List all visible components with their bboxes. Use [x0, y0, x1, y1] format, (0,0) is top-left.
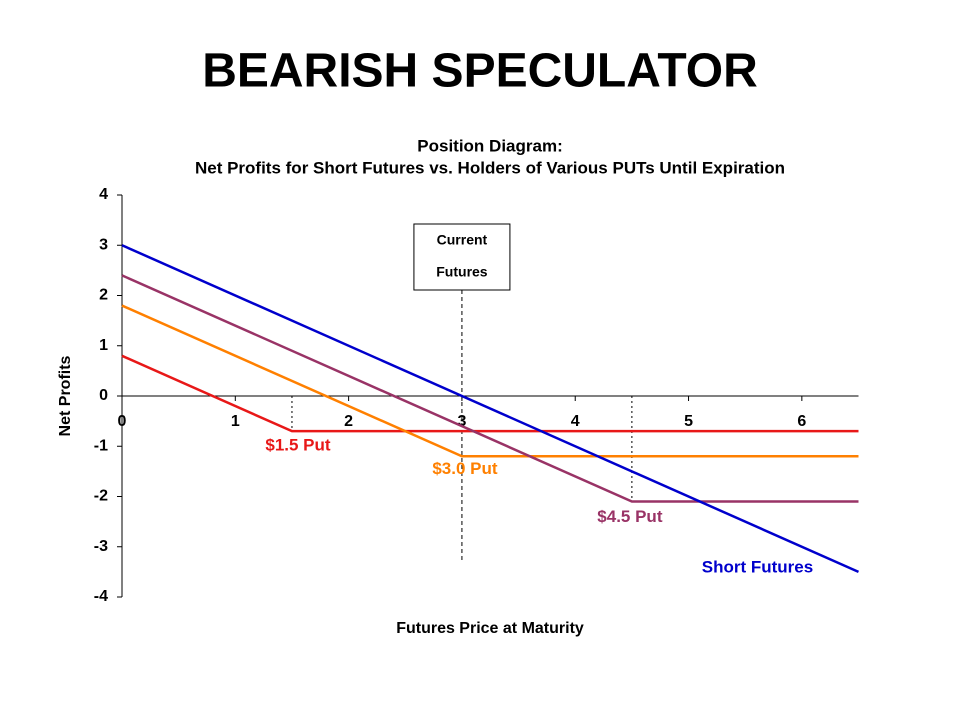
x-tick-label: 1	[231, 413, 240, 430]
x-tick-label: 5	[684, 413, 693, 430]
series-line	[121, 354, 859, 433]
x-tick-label: 0	[118, 413, 127, 430]
y-tick-label: -1	[94, 437, 108, 454]
annotation-box	[413, 223, 511, 291]
y-tick-label: 4	[99, 186, 108, 203]
x-axis-label: Futures Price at Maturity	[396, 620, 584, 637]
series-line	[121, 304, 859, 458]
x-tick-label: 6	[797, 413, 806, 430]
annotation-text: Futures	[436, 264, 488, 280]
y-tick-label: 1	[99, 337, 108, 354]
series-label: $1.5 Put	[265, 436, 331, 455]
series-line	[121, 244, 860, 574]
x-tick-label: 3	[457, 413, 466, 430]
chart-title: Net Profits for Short Futures vs. Holder…	[195, 158, 785, 177]
slide-title: BEARISH SPECULATOR	[202, 45, 758, 98]
y-tick-label: 0	[99, 387, 108, 404]
y-tick-label: -4	[94, 588, 108, 605]
annotation-text: Current	[437, 232, 488, 248]
series-label: Short Futures	[702, 557, 813, 576]
y-axis-label: Net Profits	[57, 355, 74, 436]
series-label: $3.0 Put	[432, 459, 498, 478]
y-tick-label: 3	[99, 236, 108, 253]
chart-title: Position Diagram:	[417, 136, 562, 155]
y-tick-label: -2	[94, 488, 108, 505]
x-tick-label: 4	[571, 413, 580, 430]
series-label: $4.5 Put	[597, 507, 663, 526]
y-tick-label: -3	[94, 538, 108, 555]
series-line	[121, 274, 859, 503]
y-tick-label: 2	[99, 287, 108, 304]
x-tick-label: 2	[344, 413, 353, 430]
